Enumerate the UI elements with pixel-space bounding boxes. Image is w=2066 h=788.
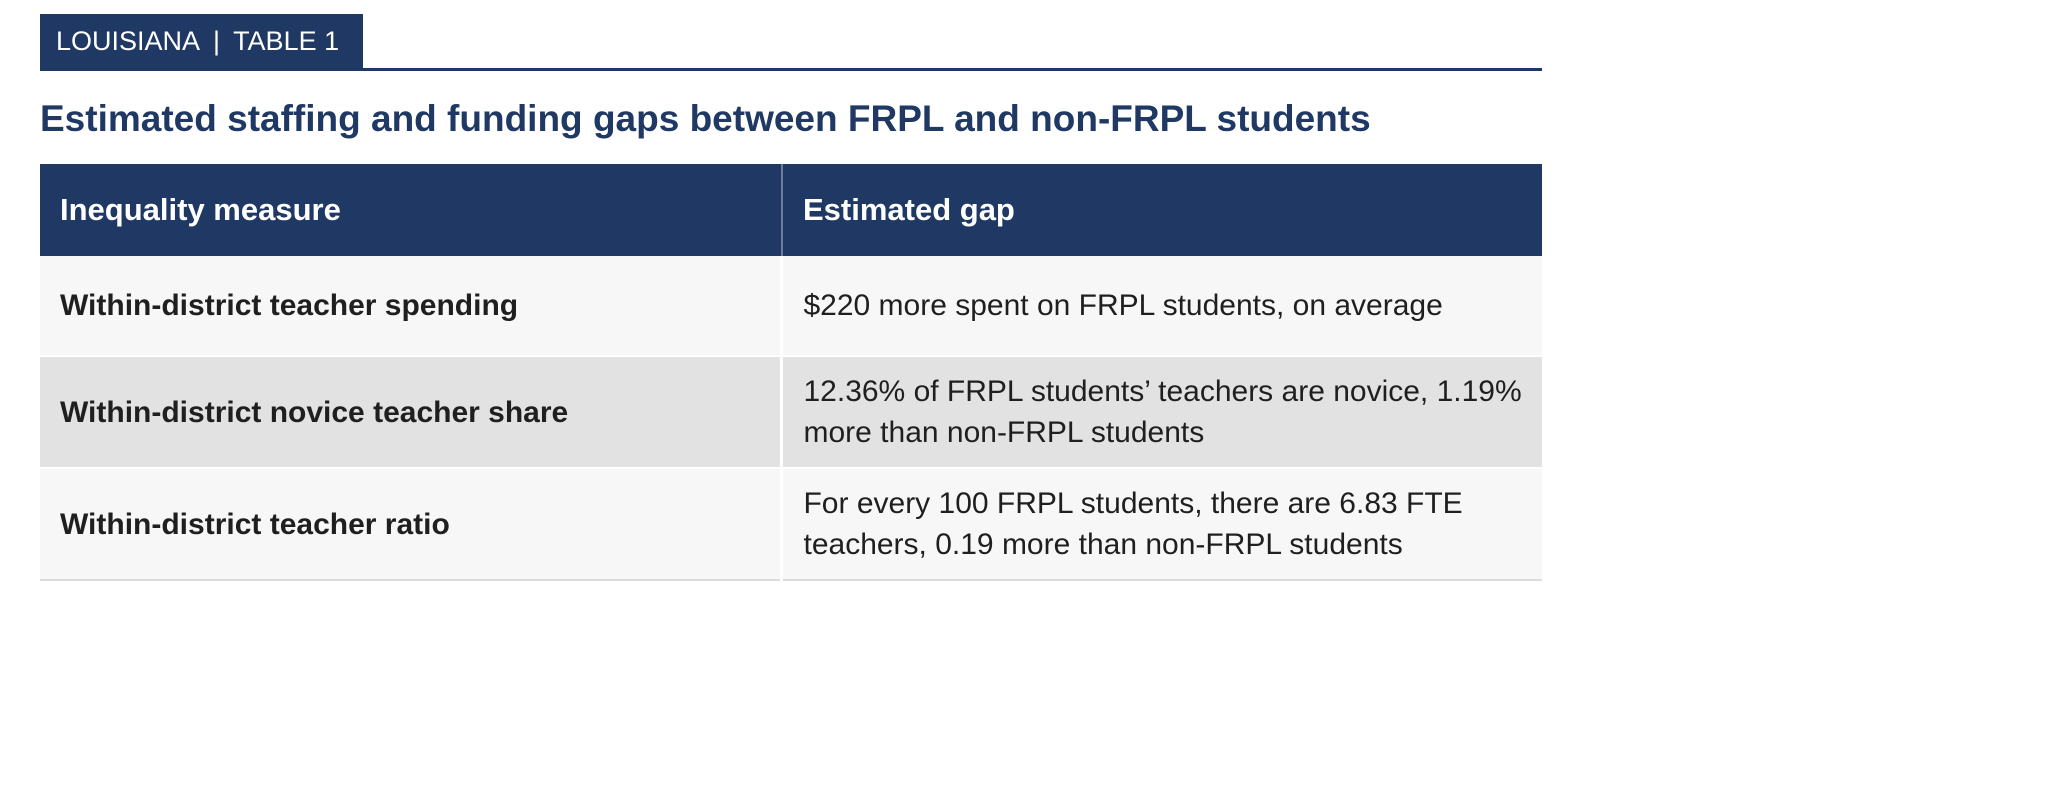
gap-cell: 12.36% of FRPL students’ teachers are no… bbox=[780, 355, 1542, 468]
measure-cell: Within-district teacher ratio bbox=[40, 467, 782, 580]
header-rule: LOUISIANA | TABLE 1 bbox=[40, 14, 1542, 71]
column-header-estimated-gap: Estimated gap bbox=[780, 164, 1542, 256]
table-row-teacher-spending: Within-district teacher spending $220 mo… bbox=[40, 256, 1542, 356]
report-page: LOUISIANA | TABLE 1 Estimated staffing and… bbox=[40, 14, 1542, 581]
measure-cell: Within-district novice teacher share bbox=[40, 355, 782, 468]
table-row-novice-teacher-share: Within-district novice teacher share 12.… bbox=[40, 355, 1542, 468]
measure-cell: Within-district teacher spending bbox=[60, 289, 519, 322]
state-table-badge: LOUISIANA | TABLE 1 bbox=[40, 14, 364, 68]
content-area: LOUISIANA | TABLE 1 Estimated staffing and… bbox=[40, 14, 1542, 581]
column-header-inequality-measure: Inequality measure bbox=[40, 164, 782, 256]
gap-cell: $220 more spent on FRPL students, on ave… bbox=[780, 256, 1542, 356]
gaps-table: Inequality measure Estimated gap Within-… bbox=[40, 164, 1542, 581]
page-title: Estimated staffing and funding gaps betw… bbox=[40, 98, 1371, 139]
badge-table-number: TABLE 1 bbox=[233, 26, 340, 56]
badge-state-label: LOUISIANA bbox=[56, 26, 201, 56]
table-row-teacher-ratio: Within-district teacher ratio For every … bbox=[40, 467, 1542, 580]
table-header-row: Inequality measure Estimated gap bbox=[40, 164, 1542, 256]
gap-cell: For every 100 FRPL students, there are 6… bbox=[780, 467, 1542, 580]
badge-separator: | bbox=[213, 26, 221, 56]
